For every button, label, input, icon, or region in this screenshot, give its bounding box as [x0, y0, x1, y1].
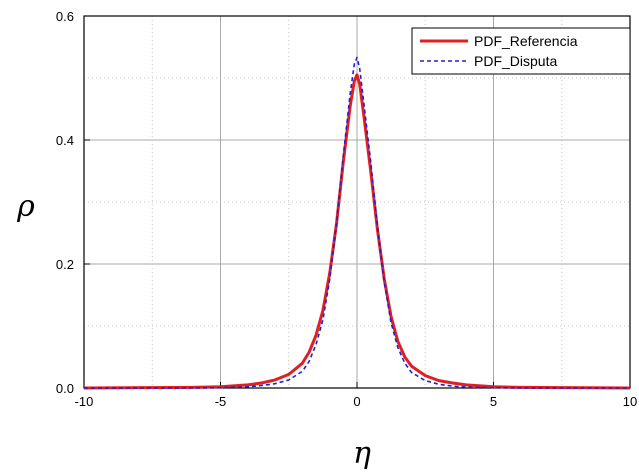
- legend-label-referencia: PDF_Referencia: [474, 33, 578, 49]
- y-tick-label: 0.0: [56, 381, 74, 396]
- axis-ticks: -10 -5 0 5 10 0.0 0.2 0.4 0.6: [56, 9, 637, 409]
- y-tick-label: 0.2: [56, 257, 74, 272]
- series-line-pdf-disputa: [84, 56, 630, 389]
- plot-series: [83, 56, 631, 390]
- x-tick-label: -5: [215, 394, 227, 409]
- legend: PDF_Referencia PDF_Disputa: [411, 27, 631, 75]
- x-tick-label: 10: [623, 394, 637, 409]
- x-tick-label: 0: [353, 394, 360, 409]
- x-axis-label: η: [353, 436, 371, 471]
- series-line-pdf-referencia: [83, 73, 631, 390]
- y-tick-label: 0.4: [56, 133, 74, 148]
- x-tick-label: 5: [490, 394, 497, 409]
- legend-label-disputa: PDF_Disputa: [474, 53, 557, 69]
- x-tick-label: -10: [75, 394, 94, 409]
- y-axis-label: ρ: [16, 189, 35, 224]
- legend-box: [411, 27, 631, 75]
- y-tick-label: 0.6: [56, 9, 74, 24]
